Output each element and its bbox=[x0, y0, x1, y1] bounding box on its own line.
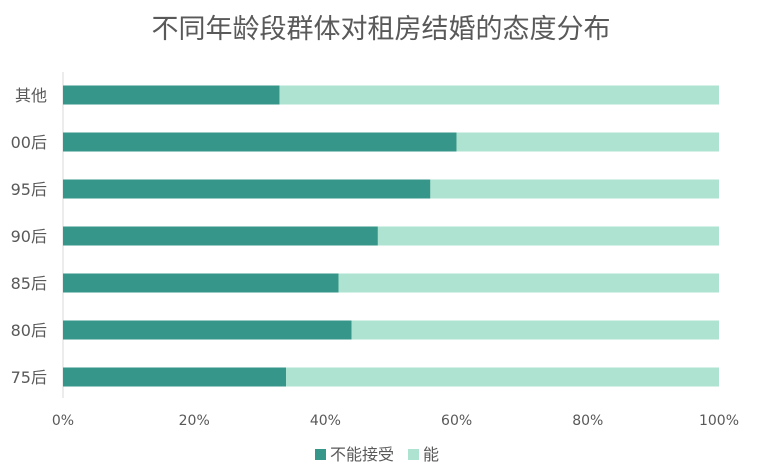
bar-segment bbox=[286, 367, 719, 387]
bar-segment bbox=[430, 179, 719, 199]
chart-title: 不同年龄段群体对租房结婚的态度分布 bbox=[152, 14, 611, 45]
legend-swatch bbox=[315, 449, 326, 460]
bars-layer bbox=[63, 85, 719, 387]
category-label: 其他 bbox=[15, 86, 47, 105]
bar-segment bbox=[338, 273, 719, 293]
legend-label: 能 bbox=[423, 445, 439, 464]
bar-segment bbox=[63, 179, 431, 199]
x-tick-label: 80% bbox=[572, 413, 603, 429]
bar-segment bbox=[63, 367, 287, 387]
legend-swatch bbox=[408, 449, 419, 460]
category-label: 80后 bbox=[11, 321, 47, 340]
category-label: 90后 bbox=[11, 227, 47, 246]
x-tick-label: 60% bbox=[441, 413, 472, 429]
bar-segment bbox=[456, 132, 719, 152]
legend: 不能接受 能 bbox=[315, 445, 439, 464]
category-label: 00后 bbox=[11, 133, 47, 152]
x-tick-label: 100% bbox=[699, 413, 739, 429]
category-label: 95后 bbox=[11, 180, 47, 199]
category-label: 85后 bbox=[11, 274, 47, 293]
bar-segment bbox=[63, 85, 280, 105]
bar-segment bbox=[63, 320, 352, 340]
bar-segment bbox=[279, 85, 719, 105]
bar-segment bbox=[63, 226, 378, 246]
x-tick-label: 40% bbox=[310, 413, 341, 429]
bar-segment bbox=[63, 273, 339, 293]
category-labels: 其他 00后 95后 90后 85后 80后 75后 bbox=[11, 86, 47, 387]
bar-segment bbox=[377, 226, 719, 246]
x-tick-label: 20% bbox=[179, 413, 210, 429]
bar-segment bbox=[351, 320, 719, 340]
x-tick-label: 0% bbox=[52, 413, 74, 429]
bar-segment bbox=[63, 132, 457, 152]
category-label: 75后 bbox=[11, 368, 47, 387]
legend-label: 不能接受 bbox=[330, 445, 394, 464]
x-axis-ticks: 0% 20% 40% 60% 80% 100% bbox=[52, 413, 739, 429]
